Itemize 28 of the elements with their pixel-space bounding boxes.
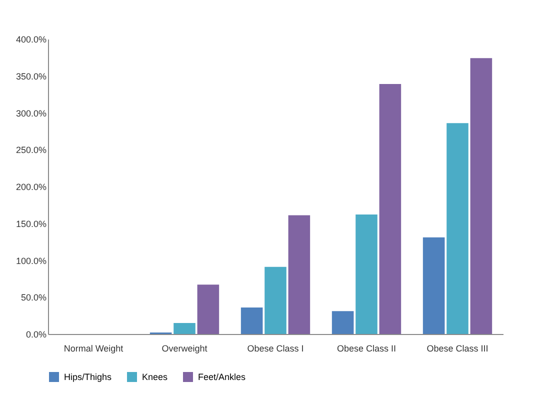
legend-label: Hips/Thighs — [64, 372, 112, 382]
y-tick-label: 200.0% — [16, 182, 46, 192]
y-tick-label: 300.0% — [16, 108, 46, 118]
y-tick-label: 150.0% — [16, 218, 46, 229]
x-tick-label: Normal Weight — [64, 344, 124, 354]
bar — [332, 311, 354, 334]
x-tick-label: Overweight — [162, 344, 208, 354]
bar — [422, 237, 445, 334]
bar — [197, 284, 220, 334]
bar — [240, 307, 263, 334]
bar — [356, 214, 378, 334]
x-tick-label: Obese Class I — [247, 344, 304, 354]
y-tick-label: 50.0% — [20, 292, 46, 303]
x-tick-label: Obese Class II — [336, 344, 396, 354]
y-tick-label: 250.0% — [16, 145, 46, 156]
bar — [470, 58, 492, 334]
legend-label: Feet/Ankles — [198, 372, 246, 382]
y-tick-label: 100.0% — [16, 256, 46, 266]
y-tick-label: 0.0% — [26, 330, 46, 340]
y-tick-label: 400.0% — [16, 34, 46, 44]
bar — [446, 123, 468, 334]
legend-label: Knees — [142, 372, 168, 382]
bar — [174, 322, 196, 334]
y-tick-label: 350.0% — [16, 71, 46, 82]
bar — [379, 84, 402, 334]
x-tick-label: Obese Class III — [426, 344, 488, 354]
bar — [288, 215, 310, 334]
bar — [264, 266, 286, 334]
